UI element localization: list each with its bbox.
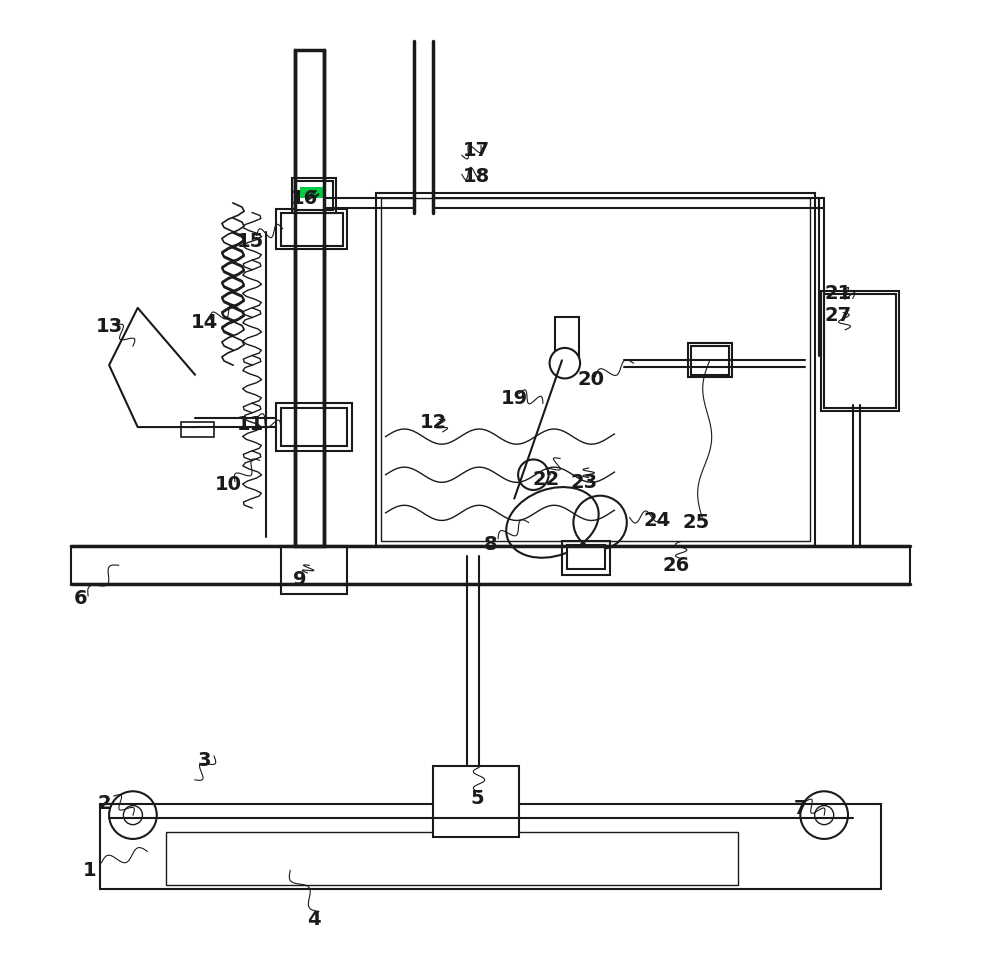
Bar [276,403,352,451]
Text: 4: 4 [307,910,321,929]
Text: 5: 5 [470,789,484,808]
Circle shape [518,459,549,490]
Bar [281,547,347,594]
Text: 22: 22 [532,470,559,489]
Bar [276,209,347,248]
Bar [691,346,729,375]
Text: 3: 3 [198,751,211,770]
Text: 21: 21 [825,284,852,303]
Bar [300,187,324,199]
Text: 6: 6 [74,589,87,608]
Text: 24: 24 [644,511,671,530]
Bar [166,832,738,885]
Text: 12: 12 [420,412,447,432]
Text: 16: 16 [291,189,318,208]
Text: 11: 11 [237,414,264,433]
Text: 19: 19 [501,389,528,408]
Text: 26: 26 [663,556,690,574]
Text: 1: 1 [83,861,97,880]
Text: 10: 10 [215,475,242,494]
Text: 7: 7 [794,799,807,818]
Text: 14: 14 [191,313,218,332]
Text: 20: 20 [577,370,604,389]
Text: 25: 25 [683,513,710,532]
Bar [562,542,610,574]
Bar [295,51,324,547]
Bar [688,343,732,378]
Bar [567,546,605,569]
Text: 8: 8 [484,535,497,554]
Text: 18: 18 [463,167,490,186]
Bar [71,547,910,584]
Bar [281,408,347,446]
Text: 15: 15 [237,232,264,250]
Text: 23: 23 [570,473,597,492]
Bar [181,422,214,436]
Text: 17: 17 [463,141,490,160]
Bar [381,199,810,542]
Bar [376,194,815,547]
Text: 13: 13 [96,317,123,337]
Bar [821,291,899,410]
Text: 9: 9 [293,570,307,589]
Bar [281,213,343,246]
Bar [100,804,881,890]
Bar [824,293,896,408]
Bar [292,178,336,213]
Circle shape [550,348,580,379]
Bar [433,765,519,837]
Text: 27: 27 [825,306,852,325]
Bar [295,181,333,210]
Text: 2: 2 [98,794,111,813]
Bar [555,317,579,365]
